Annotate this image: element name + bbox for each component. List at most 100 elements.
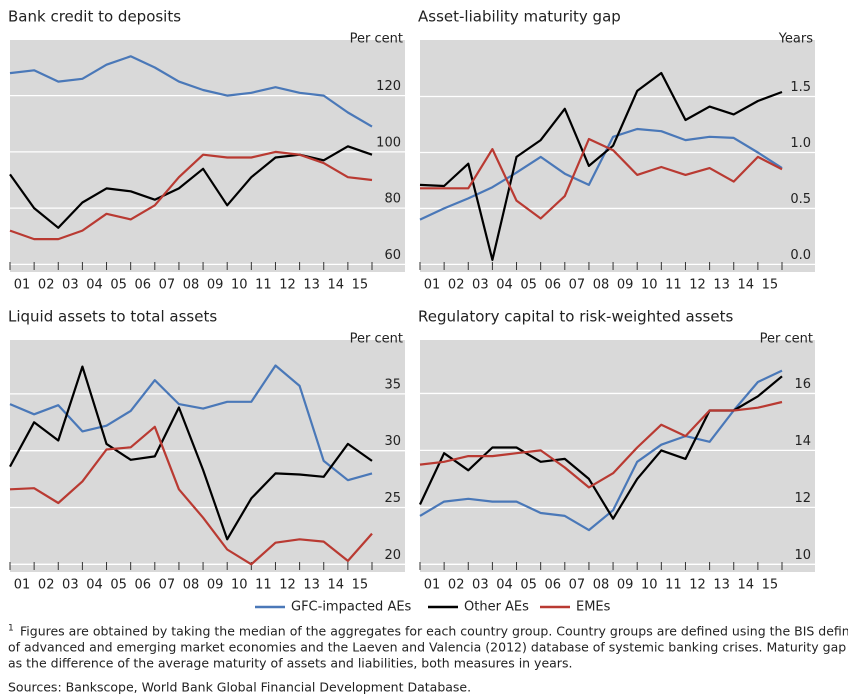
x-tick-label: 06	[134, 278, 151, 293]
y-tick-label: 12	[794, 491, 811, 506]
series-line	[419, 369, 783, 532]
x-tick-label: 02	[38, 578, 55, 593]
y-tick-label: 10	[794, 548, 811, 563]
y-unit: Years	[778, 32, 814, 47]
x-tick-label: 12	[279, 578, 296, 593]
y-tick-label: 35	[384, 377, 401, 392]
x-tick-label: 07	[159, 278, 176, 293]
y-tick-label: 14	[794, 434, 811, 449]
x-tick-label: 10	[231, 578, 248, 593]
legend-label: Other AEs	[464, 600, 529, 615]
y-tick-label: 60	[384, 248, 401, 263]
x-tick-label: 12	[689, 278, 706, 293]
series-line	[420, 137, 783, 220]
x-tick-label: 10	[641, 278, 658, 293]
x-tick-label: 14	[328, 278, 345, 293]
x-tick-label: 03	[472, 278, 489, 293]
x-tick-label: 03	[472, 578, 489, 593]
y-tick-label: 1.0	[790, 136, 811, 151]
x-tick-label: 06	[544, 278, 561, 293]
x-tick-label: 11	[255, 278, 272, 293]
y-tick-label: 30	[384, 434, 401, 449]
x-tick-label: 09	[207, 278, 224, 293]
x-tick-label: 01	[14, 578, 31, 593]
x-tick-label: 02	[38, 278, 55, 293]
series-line	[9, 364, 373, 482]
x-tick-label: 07	[569, 578, 586, 593]
panel-title: Liquid assets to total assets	[8, 308, 217, 326]
legend-label: GFC-impacted AEs	[291, 600, 412, 615]
x-tick-label: 04	[86, 278, 103, 293]
x-tick-label: 10	[231, 278, 248, 293]
x-tick-label: 05	[110, 578, 127, 593]
x-tick-label: 13	[713, 278, 730, 293]
y-unit: Per cent	[350, 332, 403, 347]
x-tick-label: 02	[448, 278, 465, 293]
series-line	[9, 145, 373, 229]
x-tick-label: 14	[738, 278, 755, 293]
x-tick-label: 15	[352, 578, 369, 593]
x-tick-label: 10	[641, 578, 658, 593]
x-tick-label: 05	[520, 578, 537, 593]
y-unit: Per cent	[350, 32, 403, 47]
x-tick-label: 14	[738, 578, 755, 593]
footnote-line: Figures are obtained by taking the media…	[20, 624, 848, 639]
y-tick-label: 0.0	[790, 248, 811, 263]
y-tick-label: 25	[384, 491, 401, 506]
x-tick-label: 06	[134, 578, 151, 593]
x-tick-label: 14	[328, 578, 345, 593]
x-tick-label: 13	[303, 578, 320, 593]
x-tick-label: 01	[424, 578, 441, 593]
x-tick-label: 03	[62, 278, 79, 293]
x-tick-label: 09	[617, 278, 634, 293]
x-tick-label: 05	[520, 278, 537, 293]
x-tick-label: 09	[617, 578, 634, 593]
footnote-line: of advanced and emerging market economie…	[8, 640, 848, 655]
y-tick-label: 100	[376, 135, 401, 150]
footnote-line: as the difference of the average maturit…	[8, 656, 572, 671]
y-tick-label: 16	[794, 377, 811, 392]
series-line	[9, 425, 373, 566]
x-tick-label: 01	[14, 278, 31, 293]
x-tick-label: 08	[183, 578, 200, 593]
x-tick-label: 02	[448, 578, 465, 593]
x-tick-label: 03	[62, 578, 79, 593]
footnote-marker: 1	[8, 624, 14, 634]
x-tick-label: 04	[496, 578, 513, 593]
series-line	[419, 71, 783, 261]
x-tick-label: 15	[352, 278, 369, 293]
panel-title: Bank credit to deposits	[8, 8, 181, 26]
x-tick-label: 08	[183, 278, 200, 293]
x-tick-label: 11	[665, 578, 682, 593]
x-tick-label: 15	[762, 578, 779, 593]
y-unit: Per cent	[760, 332, 813, 347]
x-tick-label: 12	[689, 578, 706, 593]
x-tick-label: 07	[159, 578, 176, 593]
series-line	[9, 150, 373, 241]
x-tick-label: 04	[86, 578, 103, 593]
x-tick-label: 11	[255, 578, 272, 593]
x-tick-label: 04	[496, 278, 513, 293]
legend-label: EMEs	[576, 600, 611, 615]
x-tick-label: 13	[303, 278, 320, 293]
series-line	[419, 127, 783, 221]
series-line	[9, 55, 373, 128]
x-tick-label: 07	[569, 278, 586, 293]
x-tick-label: 08	[593, 278, 610, 293]
x-tick-label: 08	[593, 578, 610, 593]
sources: Sources: Bankscope, World Bank Global Fi…	[8, 680, 471, 695]
x-tick-label: 13	[713, 578, 730, 593]
panel-title: Regulatory capital to risk-weighted asse…	[418, 308, 733, 326]
plot-background	[10, 340, 405, 572]
y-tick-label: 20	[384, 548, 401, 563]
x-tick-label: 05	[110, 278, 127, 293]
x-tick-label: 09	[207, 578, 224, 593]
x-tick-label: 06	[544, 578, 561, 593]
x-tick-label: 11	[665, 278, 682, 293]
y-tick-label: 120	[376, 79, 401, 94]
y-tick-label: 80	[384, 192, 401, 207]
series-line	[419, 400, 783, 489]
panel-title: Asset-liability maturity gap	[418, 8, 621, 26]
x-tick-label: 15	[762, 278, 779, 293]
